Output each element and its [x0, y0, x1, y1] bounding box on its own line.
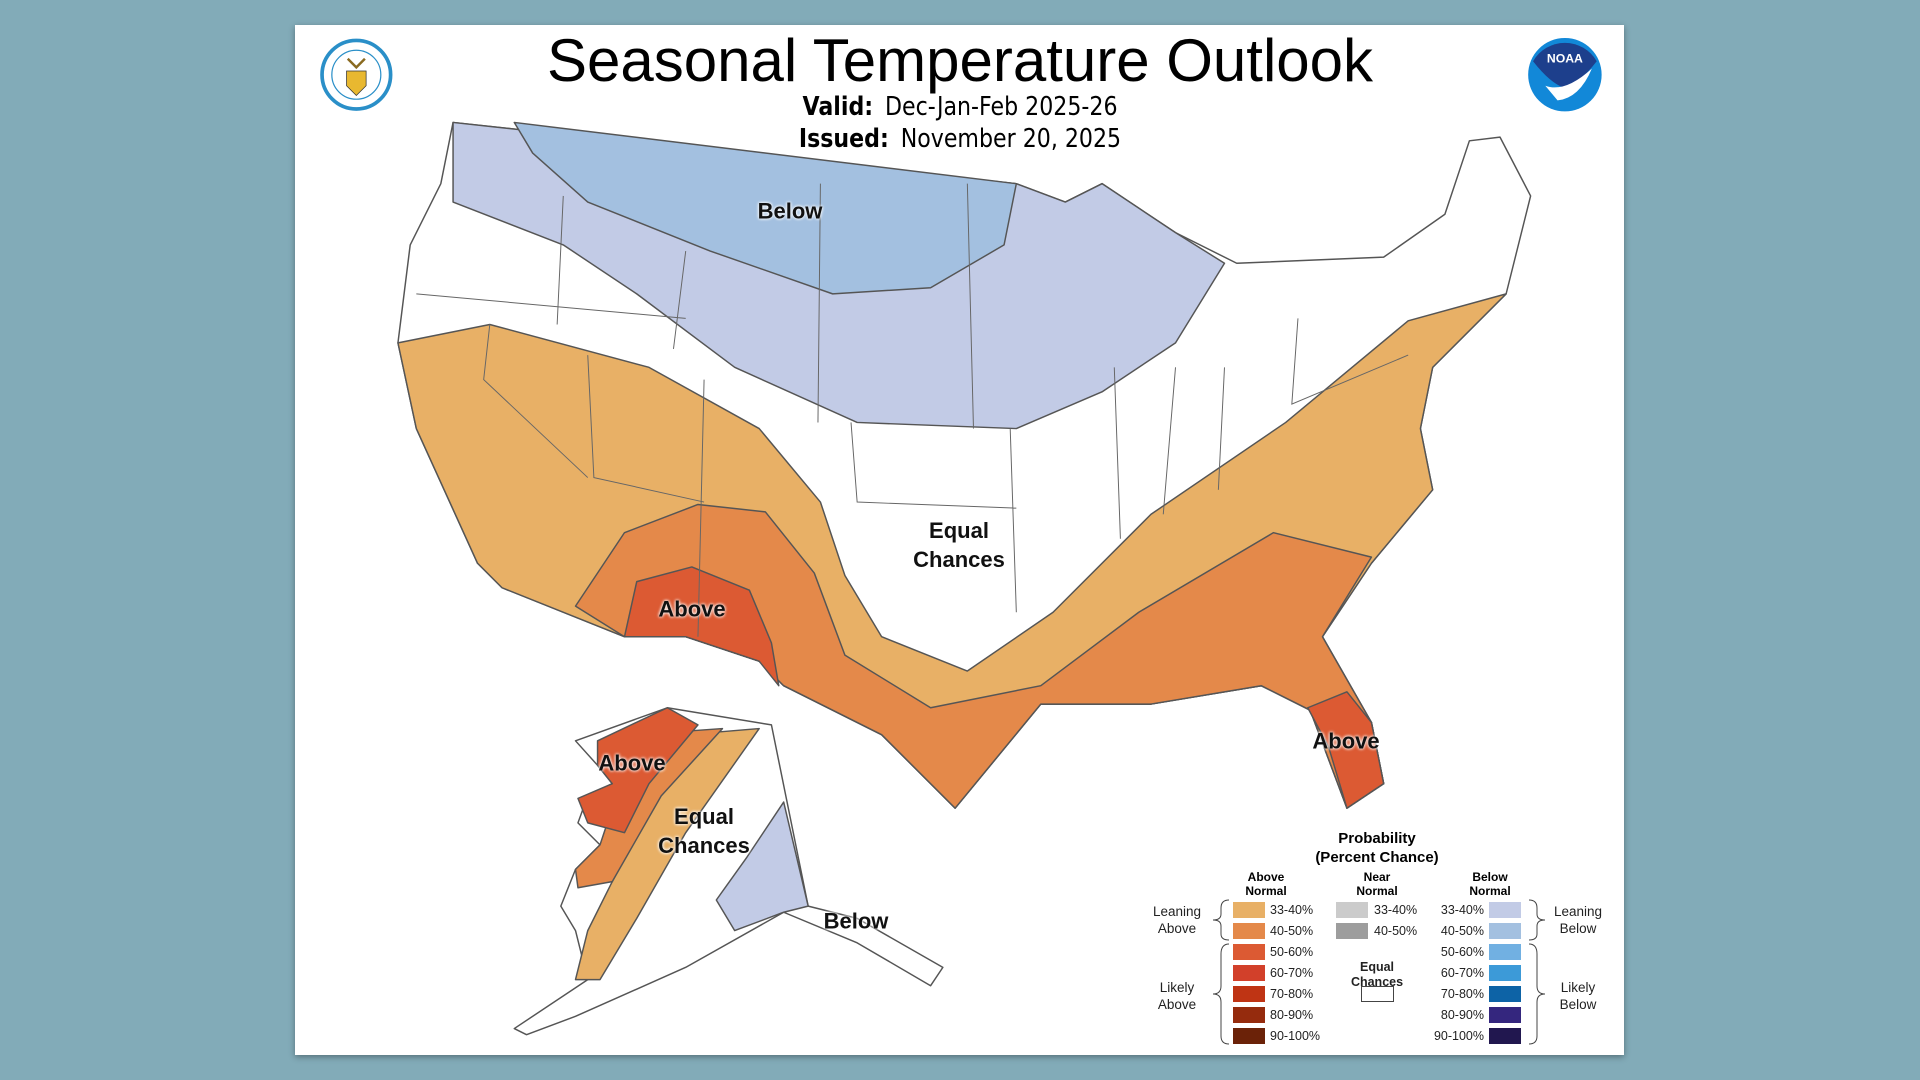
legend-above-4-label: 70-80% — [1270, 987, 1314, 1001]
legend-below-3-label: 60-70% — [1440, 966, 1484, 980]
label-above-southwest: Above — [658, 596, 726, 622]
legend-near-header: Near Normal — [1356, 870, 1398, 898]
legend-above-6-label: 90-100% — [1270, 1029, 1321, 1043]
legend-above-header: Above Normal — [1245, 870, 1287, 898]
legend-braces-right — [1528, 899, 1546, 1045]
legend-below-3-swatch — [1489, 965, 1521, 981]
legend-below-4-label: 70-80% — [1440, 987, 1484, 1001]
page-title: Seasonal Temperature Outlook — [546, 27, 1374, 94]
legend-likely-above: Likely Above — [1157, 980, 1197, 1012]
legend-above-4-swatch — [1233, 986, 1265, 1002]
legend-above-5-label: 80-90% — [1270, 1008, 1314, 1022]
legend-near-1-swatch — [1336, 923, 1368, 939]
legend-above-0-label: 33-40% — [1270, 903, 1314, 917]
legend-below-0-swatch — [1489, 902, 1521, 918]
legend-below-6-swatch — [1489, 1028, 1521, 1044]
state-borders — [416, 183, 1409, 637]
label-equal-chances-conus: Equal Chances — [913, 518, 1005, 572]
legend-below-2-label: 50-60% — [1440, 945, 1484, 959]
above-50-60-sw-region — [623, 566, 780, 687]
label-below-north: Below — [757, 198, 823, 224]
legend-below-2-swatch — [1489, 944, 1521, 960]
label-equal-chances-alaska: Equal Chances — [658, 804, 750, 858]
above-50-60-fl-region — [1307, 691, 1385, 809]
below-40-50-region — [513, 121, 1018, 295]
legend-above-1-label: 40-50% — [1270, 924, 1314, 938]
legend-below-0-label: 33-40% — [1440, 903, 1484, 917]
valid-line: Valid: Dec-Jan-Feb 2025-26 — [802, 92, 1118, 122]
legend-above-5-swatch — [1233, 1007, 1265, 1023]
legend-below-1-swatch — [1489, 923, 1521, 939]
legend-below-4-swatch — [1489, 986, 1521, 1002]
alaska-above-50-60 — [577, 707, 699, 834]
legend-above-2-label: 50-60% — [1270, 945, 1314, 959]
legend-below-header: Below Normal — [1469, 870, 1511, 898]
legend-below-1-label: 40-50% — [1440, 924, 1484, 938]
legend-equal-swatch — [1361, 986, 1394, 1002]
legend-above-0-swatch — [1233, 902, 1265, 918]
legend-near-1-label: 40-50% — [1374, 924, 1418, 938]
legend-equal-chances: Equal Chances — [1350, 960, 1404, 989]
commerce-seal — [320, 38, 393, 111]
legend-above-3-label: 60-70% — [1270, 966, 1314, 980]
legend-below-6-label: 90-100% — [1433, 1029, 1484, 1043]
legend-near-0-swatch — [1336, 902, 1368, 918]
legend-near-0-label: 33-40% — [1374, 903, 1418, 917]
legend-title: Probability (Percent Chance) — [1315, 830, 1439, 866]
legend-above-2-swatch — [1233, 944, 1265, 960]
legend-likely-below: Likely Below — [1559, 980, 1597, 1012]
legend-braces-left — [1212, 899, 1230, 1045]
legend-below-5-swatch — [1489, 1007, 1521, 1023]
legend-leaning-below: Leaning Below — [1553, 904, 1603, 936]
legend-leaning-above: Leaning Above — [1152, 904, 1202, 936]
legend-above-3-swatch — [1233, 965, 1265, 981]
issued-line: Issued: November 20, 2025 — [798, 124, 1122, 154]
label-below-alaska: Below — [823, 908, 889, 934]
alaska-below-33-40 — [715, 801, 809, 932]
label-above-alaska: Above — [598, 750, 666, 776]
noaa-logo-icon: NOAA — [1528, 37, 1602, 112]
legend-below-5-label: 80-90% — [1440, 1008, 1484, 1022]
label-above-florida: Above — [1312, 728, 1380, 754]
svg-text:NOAA: NOAA — [1547, 51, 1583, 65]
legend-above-1-swatch — [1233, 923, 1265, 939]
legend-above-6-swatch — [1233, 1028, 1265, 1044]
